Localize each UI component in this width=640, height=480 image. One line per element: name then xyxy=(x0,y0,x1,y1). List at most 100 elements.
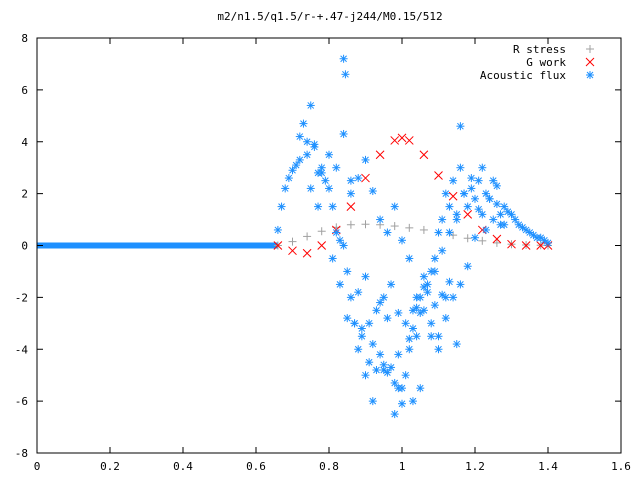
data-point xyxy=(456,280,465,289)
data-point xyxy=(387,280,396,289)
data-point xyxy=(397,133,407,143)
data-point xyxy=(273,241,283,250)
data-point xyxy=(361,371,370,380)
data-point xyxy=(408,306,417,315)
data-point xyxy=(434,171,443,180)
data-point xyxy=(339,129,348,138)
data-point xyxy=(368,340,377,349)
data-point xyxy=(339,54,348,63)
legend-label: R stress xyxy=(513,43,566,56)
data-point xyxy=(346,189,355,198)
data-point xyxy=(398,384,406,393)
y-tick-label: 8 xyxy=(21,32,28,45)
data-point xyxy=(346,176,355,185)
data-point xyxy=(383,314,392,323)
data-point xyxy=(481,225,490,234)
data-point xyxy=(503,207,512,216)
y-tick-label: -2 xyxy=(15,291,28,304)
data-point xyxy=(390,202,399,211)
data-point xyxy=(343,267,352,276)
data-point xyxy=(390,378,399,387)
data-point xyxy=(408,324,417,333)
plot-layer xyxy=(37,54,553,419)
data-point xyxy=(341,70,350,79)
data-point xyxy=(430,301,439,310)
data-point xyxy=(427,319,436,328)
data-point xyxy=(507,239,516,249)
data-point xyxy=(474,176,483,185)
data-point xyxy=(394,308,403,317)
data-point xyxy=(416,308,425,317)
data-point xyxy=(398,236,406,245)
data-point xyxy=(273,225,282,234)
data-point xyxy=(339,241,348,250)
data-point xyxy=(427,332,436,341)
x-tick-label: 0 xyxy=(34,460,41,473)
legend-marker xyxy=(586,45,594,53)
data-point xyxy=(346,220,355,229)
data-point xyxy=(536,241,546,250)
data-point xyxy=(438,246,447,255)
data-point xyxy=(434,332,443,341)
data-point xyxy=(452,210,461,219)
data-point xyxy=(288,237,297,246)
data-point xyxy=(441,189,450,198)
data-point xyxy=(449,176,458,185)
y-tick-label: 0 xyxy=(21,240,28,253)
data-point xyxy=(354,288,363,297)
data-point xyxy=(357,332,366,341)
data-point xyxy=(376,350,385,359)
data-point xyxy=(489,215,498,224)
data-point xyxy=(481,189,490,198)
data-point xyxy=(335,280,344,289)
data-point xyxy=(434,345,443,354)
data-point xyxy=(496,210,505,219)
data-point xyxy=(467,174,476,183)
data-point xyxy=(401,319,410,328)
data-point xyxy=(405,254,414,263)
data-point xyxy=(390,136,400,145)
data-point xyxy=(365,319,374,328)
data-point xyxy=(536,233,545,242)
data-point xyxy=(387,363,396,372)
data-point xyxy=(492,234,502,244)
data-point xyxy=(500,220,509,229)
data-point xyxy=(478,210,487,219)
data-point xyxy=(306,101,315,110)
data-point xyxy=(430,254,439,263)
data-point xyxy=(463,210,473,219)
series-2 xyxy=(273,54,552,419)
data-point xyxy=(445,228,454,237)
data-point xyxy=(438,290,447,299)
data-point xyxy=(419,225,428,234)
data-point xyxy=(288,246,297,256)
data-point xyxy=(321,176,330,185)
data-point xyxy=(332,163,341,172)
data-point xyxy=(310,140,319,149)
data-point xyxy=(412,332,421,341)
data-point xyxy=(361,272,370,281)
data-point xyxy=(295,155,304,164)
data-point xyxy=(471,233,479,242)
data-point xyxy=(478,236,487,245)
axes-layer: 0 0.2 0.4 0.6 0.8 1 1.2 1.4 1.6 8 6 4 2 0 -2 -4 -6 -8 xyxy=(15,32,631,473)
data-point xyxy=(317,241,327,250)
data-point xyxy=(449,293,458,302)
data-point xyxy=(328,202,337,211)
data-point xyxy=(292,161,301,170)
data-point xyxy=(521,241,531,250)
data-point xyxy=(452,340,461,349)
data-point xyxy=(357,324,366,333)
series-1 xyxy=(273,133,553,258)
data-point xyxy=(314,202,323,211)
y-tick-label: -4 xyxy=(15,343,29,356)
data-point xyxy=(419,150,429,160)
data-point xyxy=(474,205,483,214)
data-point xyxy=(325,150,333,159)
data-point xyxy=(343,314,352,323)
x-tick-label: 1.2 xyxy=(465,460,485,473)
data-point xyxy=(441,293,450,302)
data-point xyxy=(335,236,344,245)
